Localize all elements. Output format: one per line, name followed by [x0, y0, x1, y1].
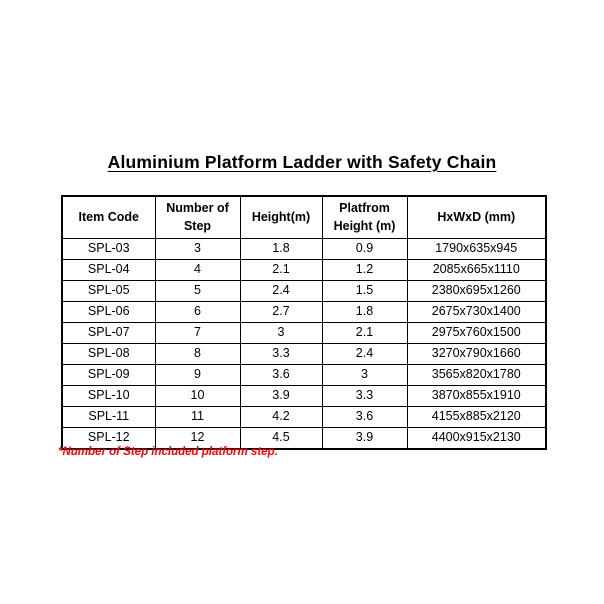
table-cell: 3270x790x1660 [406, 343, 547, 365]
table-cell: 2975x760x1500 [406, 322, 547, 344]
table-cell: 2380x695x1260 [406, 280, 547, 302]
table-cell: 3870x855x1910 [406, 385, 547, 407]
table-cell: SPL-10 [61, 385, 156, 407]
table-cell: 2.4 [239, 280, 323, 302]
table-cell: 2675x730x1400 [406, 301, 547, 323]
table-cell: 2.1 [239, 259, 323, 281]
table-cell: 1.5 [321, 280, 408, 302]
table-cell: 8 [154, 343, 241, 365]
table-cell: 10 [154, 385, 241, 407]
table-cell: SPL-07 [61, 322, 156, 344]
table-cell: SPL-08 [61, 343, 156, 365]
table-cell: 0.9 [321, 238, 408, 260]
table-cell: 4.5 [239, 427, 323, 450]
column-header: Number of Step [154, 195, 241, 239]
table-cell: 2.7 [239, 301, 323, 323]
table-cell: 5 [154, 280, 241, 302]
table-row: SPL-11 11 4.2 3.6 4155x885x2120 [61, 406, 547, 428]
spec-table-container: Item Code Number of Step Height(m) Platfrom… [61, 195, 547, 450]
table-row: SPL-07 7 3 2.1 2975x760x1500 [61, 322, 547, 344]
table-cell: 3.9 [321, 427, 408, 450]
table-cell: 2.1 [321, 322, 408, 344]
table-cell: 2.4 [321, 343, 408, 365]
table-row: SPL-05 5 2.4 1.5 2380x695x1260 [61, 280, 547, 302]
table-cell: 3 [239, 322, 323, 344]
column-header: Height(m) [239, 195, 323, 239]
table-header: Item Code Number of Step Height(m) Platfrom… [61, 195, 547, 239]
table-cell: 11 [154, 406, 241, 428]
column-header: HxWxD (mm) [406, 195, 547, 239]
table-cell: 3.6 [321, 406, 408, 428]
table-cell: 3.9 [239, 385, 323, 407]
table-cell: 4 [154, 259, 241, 281]
table-cell: 1.8 [239, 238, 323, 260]
table-cell: SPL-04 [61, 259, 156, 281]
table-cell: SPL-05 [61, 280, 156, 302]
table-cell: SPL-03 [61, 238, 156, 260]
table-cell: 3.3 [239, 343, 323, 365]
table-cell: 4155x885x2120 [406, 406, 547, 428]
table-cell: SPL-09 [61, 364, 156, 386]
table-cell: 4400x915x2130 [406, 427, 547, 450]
header-row: Item Code Number of Step Height(m) Platfrom… [61, 195, 547, 239]
table-cell: 3 [321, 364, 408, 386]
column-header: Platfrom Height (m) [321, 195, 408, 239]
table-row: SPL-10 10 3.9 3.3 3870x855x1910 [61, 385, 547, 407]
table-cell: 1.2 [321, 259, 408, 281]
table-cell: SPL-12 [61, 427, 156, 450]
column-header: Item Code [61, 195, 156, 239]
table-row: SPL-04 4 2.1 1.2 2085x665x1110 [61, 259, 547, 281]
table-cell: 9 [154, 364, 241, 386]
table-cell: 7 [154, 322, 241, 344]
table-cell: SPL-11 [61, 406, 156, 428]
table-cell: 3.6 [239, 364, 323, 386]
table-cell: 1790x635x945 [406, 238, 547, 260]
table-cell: 3 [154, 238, 241, 260]
page-title: Aluminium Platform Ladder with Safety Ch… [107, 152, 497, 172]
table-cell: 1.8 [321, 301, 408, 323]
table-row: SPL-08 8 3.3 2.4 3270x790x1660 [61, 343, 547, 365]
table-body: SPL-03 3 1.8 0.9 1790x635x945 SPL-04 4 2.1 1.2 20… [61, 238, 547, 450]
table-cell: 2085x665x1110 [406, 259, 547, 281]
table-row: SPL-06 6 2.7 1.8 2675x730x1400 [61, 301, 547, 323]
table-row: SPL-09 9 3.6 3 3565x820x1780 [61, 364, 547, 386]
table-cell: 3.3 [321, 385, 408, 407]
table-cell: 6 [154, 301, 241, 323]
table-cell: SPL-06 [61, 301, 156, 323]
footnote: *Number of Step included platform step. [58, 446, 278, 458]
table-cell: 4.2 [239, 406, 323, 428]
table-cell: 3565x820x1780 [406, 364, 547, 386]
ladder-spec-table: Item Code Number of Step Height(m) Platfrom… [61, 195, 547, 450]
table-row: SPL-03 3 1.8 0.9 1790x635x945 [61, 238, 547, 260]
table-row: SPL-12 12 4.5 3.9 4400x915x2130 [61, 427, 547, 450]
